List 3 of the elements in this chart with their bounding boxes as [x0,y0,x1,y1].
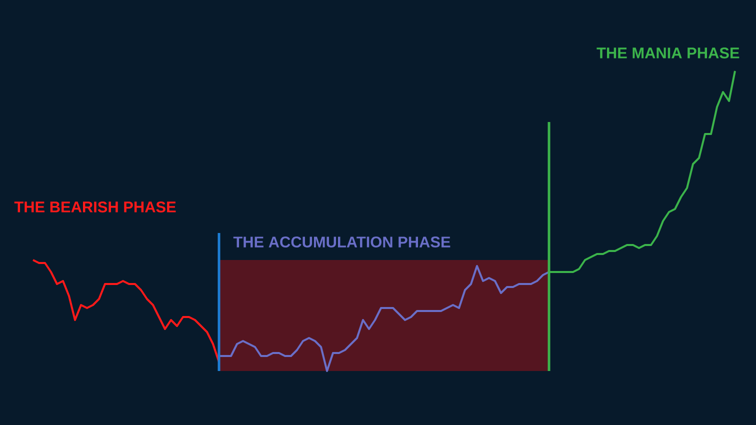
text: THE BEARISH PHASE [14,202,176,212]
text: THE ACCUMULATION PHASE [233,236,450,248]
series-label: THE MANIA PHASE [596,48,740,58]
